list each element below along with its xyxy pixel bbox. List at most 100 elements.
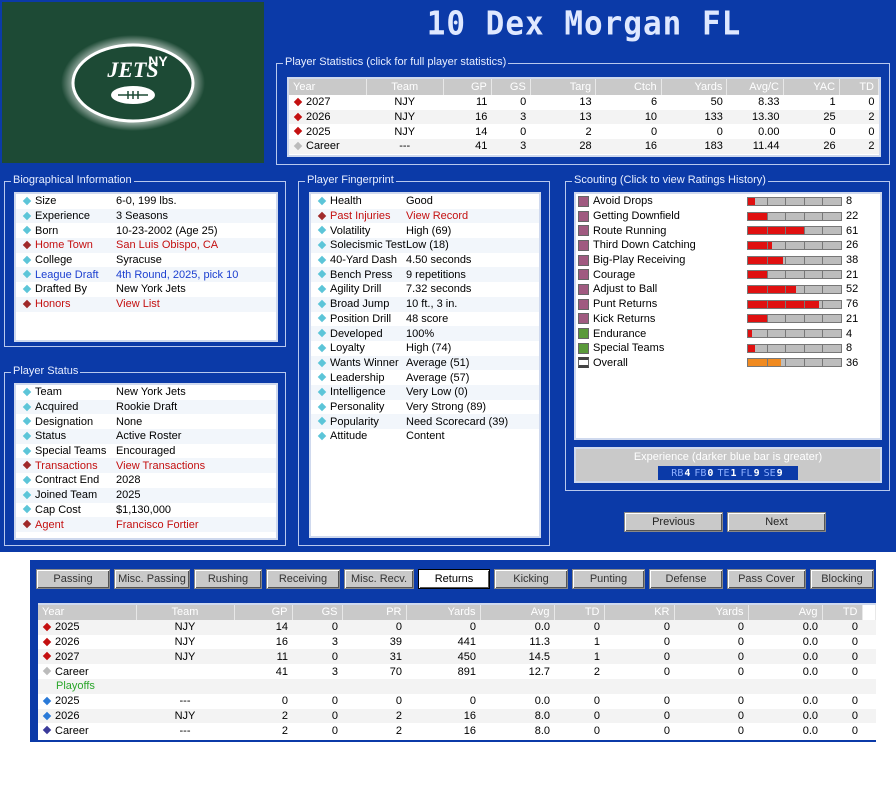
tab-misc-passing[interactable]: Misc. Passing [114, 569, 190, 589]
scouting-rating-row[interactable]: Route Running 61 [576, 223, 880, 238]
tab-defense[interactable]: Defense [649, 569, 723, 589]
player-statistics-table[interactable]: Year Team GP GS Targ Ctch Yards Avg/C YAC TD 2027 N… [289, 79, 879, 154]
column-header[interactable]: Targ [530, 79, 597, 95]
tab-misc-recv[interactable]: Misc. Recv. [344, 569, 414, 589]
rating-label: Punt Returns [593, 298, 658, 311]
scouting-rating-row[interactable]: Third Down Catching 26 [576, 238, 880, 253]
table-row[interactable]: 2026 NJY 16 3 13 10 133 13.30 25 2 [289, 109, 879, 125]
experience-value: 9 [753, 467, 760, 479]
experience-bar: RB 4 FB 0 TE 1 FL 9 SE 9 [658, 466, 798, 480]
rating-bar [747, 196, 842, 206]
scouting-rating-row[interactable]: Overall 36 [576, 356, 880, 371]
column-header[interactable]: Year [38, 605, 137, 620]
scouting-rating-row[interactable]: Special Teams 8 [576, 341, 880, 356]
table-row[interactable]: 2025 NJY 14 0 2 0 0 0.00 0 0 [289, 124, 879, 139]
column-header[interactable]: YAC [783, 79, 841, 95]
scouting-list[interactable]: Avoid Drops 8 Getting Downfield 22 Route Run… [574, 192, 882, 440]
column-header[interactable]: Yards [674, 605, 749, 620]
fingerprint-item: Position Drill 48 score [311, 312, 539, 327]
scouting-rating-row[interactable]: Getting Downfield 22 [576, 209, 880, 224]
tab-rushing[interactable]: Rushing [194, 569, 262, 589]
status-item[interactable]: Agent Francisco Fortier [16, 517, 276, 532]
column-header[interactable]: Avg [748, 605, 823, 620]
column-header[interactable]: Yards [406, 605, 481, 620]
bio-item: Drafted By New York Jets [16, 282, 276, 297]
previous-button[interactable]: Previous [624, 512, 723, 532]
column-header[interactable]: KR [604, 605, 675, 620]
season-marker-icon [42, 622, 52, 632]
column-header[interactable]: Ctch [595, 79, 662, 95]
column-header[interactable]: Avg/C [726, 79, 784, 95]
biographical-panel: Biographical Information Size 6-0, 199 lb… [4, 174, 286, 347]
column-header[interactable]: TD [839, 79, 879, 95]
player-statistics-panel[interactable]: Player Statistics (click for full player… [276, 56, 890, 165]
scouting-rating-row[interactable]: Big-Play Receiving 38 [576, 253, 880, 268]
column-header[interactable]: GS [491, 79, 531, 95]
bullet-icon [317, 314, 327, 323]
bullet-icon [22, 270, 32, 279]
bullet-icon [317, 328, 327, 338]
season-marker-icon [42, 696, 52, 706]
rating-value: 4 [846, 327, 853, 340]
status-item: Designation None [16, 414, 276, 429]
fingerprint-item: Agility Drill 7.32 seconds [311, 282, 539, 297]
column-header[interactable]: GP [234, 605, 293, 620]
career-marker-icon [293, 141, 303, 151]
scouting-rating-row[interactable]: Adjust to Ball 52 [576, 282, 880, 297]
column-header[interactable]: TD [554, 605, 605, 620]
rating-bar [747, 211, 842, 221]
tab-kicking[interactable]: Kicking [494, 569, 568, 589]
scouting-rating-row[interactable]: Punt Returns 76 [576, 297, 880, 312]
career-marker-icon [42, 666, 52, 676]
scouting-rating-row[interactable]: Courage 21 [576, 267, 880, 282]
tab-receiving[interactable]: Receiving [266, 569, 340, 589]
column-header[interactable]: Team [366, 79, 444, 95]
column-header[interactable]: PR [342, 605, 407, 620]
status-item[interactable]: Transactions View Transactions [16, 458, 276, 474]
table-row[interactable]: Career --- 41 3 28 16 183 11.44 26 2 [289, 139, 879, 154]
column-header[interactable]: GP [443, 79, 492, 95]
column-header[interactable]: TD [822, 605, 863, 620]
tab-returns[interactable]: Returns [418, 569, 490, 589]
bio-item[interactable]: League Draft 4th Round, 2025, pick 10 [16, 267, 276, 283]
tab-punting[interactable]: Punting [572, 569, 645, 589]
tab-pass-cover[interactable]: Pass Cover [727, 569, 806, 589]
rating-label: Big-Play Receiving [593, 254, 686, 267]
player-card: JETS NY 10 Dex Morgan FL Player Statisti… [0, 0, 896, 552]
rating-category-icon [578, 195, 589, 207]
panel-title: Player Status [11, 365, 81, 377]
bullet-icon [317, 417, 327, 426]
bullet-icon [22, 490, 32, 499]
bullet-icon [317, 270, 327, 279]
table-row[interactable]: 2027 NJY 11 0 13 6 50 8.33 1 0 [289, 95, 879, 110]
scouting-panel[interactable]: Scouting (Click to view Ratings History)… [565, 174, 890, 491]
bullet-icon [317, 299, 327, 308]
scouting-rating-row[interactable]: Kick Returns 21 [576, 312, 880, 327]
rating-value: 8 [846, 342, 853, 355]
rating-category-icon [578, 298, 589, 310]
rating-label: Adjust to Ball [593, 283, 658, 296]
rating-bar [747, 343, 842, 353]
column-header[interactable]: Team [136, 605, 235, 620]
rating-value: 26 [846, 239, 859, 252]
bio-item[interactable]: Honors View List [16, 296, 276, 312]
column-header[interactable]: Avg [480, 605, 555, 620]
column-header[interactable]: Year [289, 79, 367, 95]
scouting-rating-row[interactable]: Endurance 4 [576, 326, 880, 341]
next-button[interactable]: Next [727, 512, 826, 532]
status-item: Status Active Roster [16, 429, 276, 444]
column-header[interactable]: Yards [661, 79, 728, 95]
jets-logo-text: JETS [106, 57, 158, 82]
tab-passing[interactable]: Passing [36, 569, 110, 589]
rating-value: 21 [846, 312, 859, 325]
fingerprint-item: Health Good [311, 194, 539, 209]
fingerprint-panel: Player Fingerprint Health Good Past Injuri… [298, 174, 550, 546]
experience-value: 1 [730, 467, 737, 479]
bio-item[interactable]: Home Town San Luis Obispo, CA [16, 238, 276, 253]
fingerprint-item[interactable]: Past Injuries View Record [311, 208, 539, 224]
career-marker-icon [42, 726, 52, 735]
column-header[interactable]: GS [292, 605, 343, 620]
bullet-icon [22, 475, 32, 485]
tab-blocking[interactable]: Blocking [810, 569, 874, 589]
scouting-rating-row[interactable]: Avoid Drops 8 [576, 194, 880, 209]
